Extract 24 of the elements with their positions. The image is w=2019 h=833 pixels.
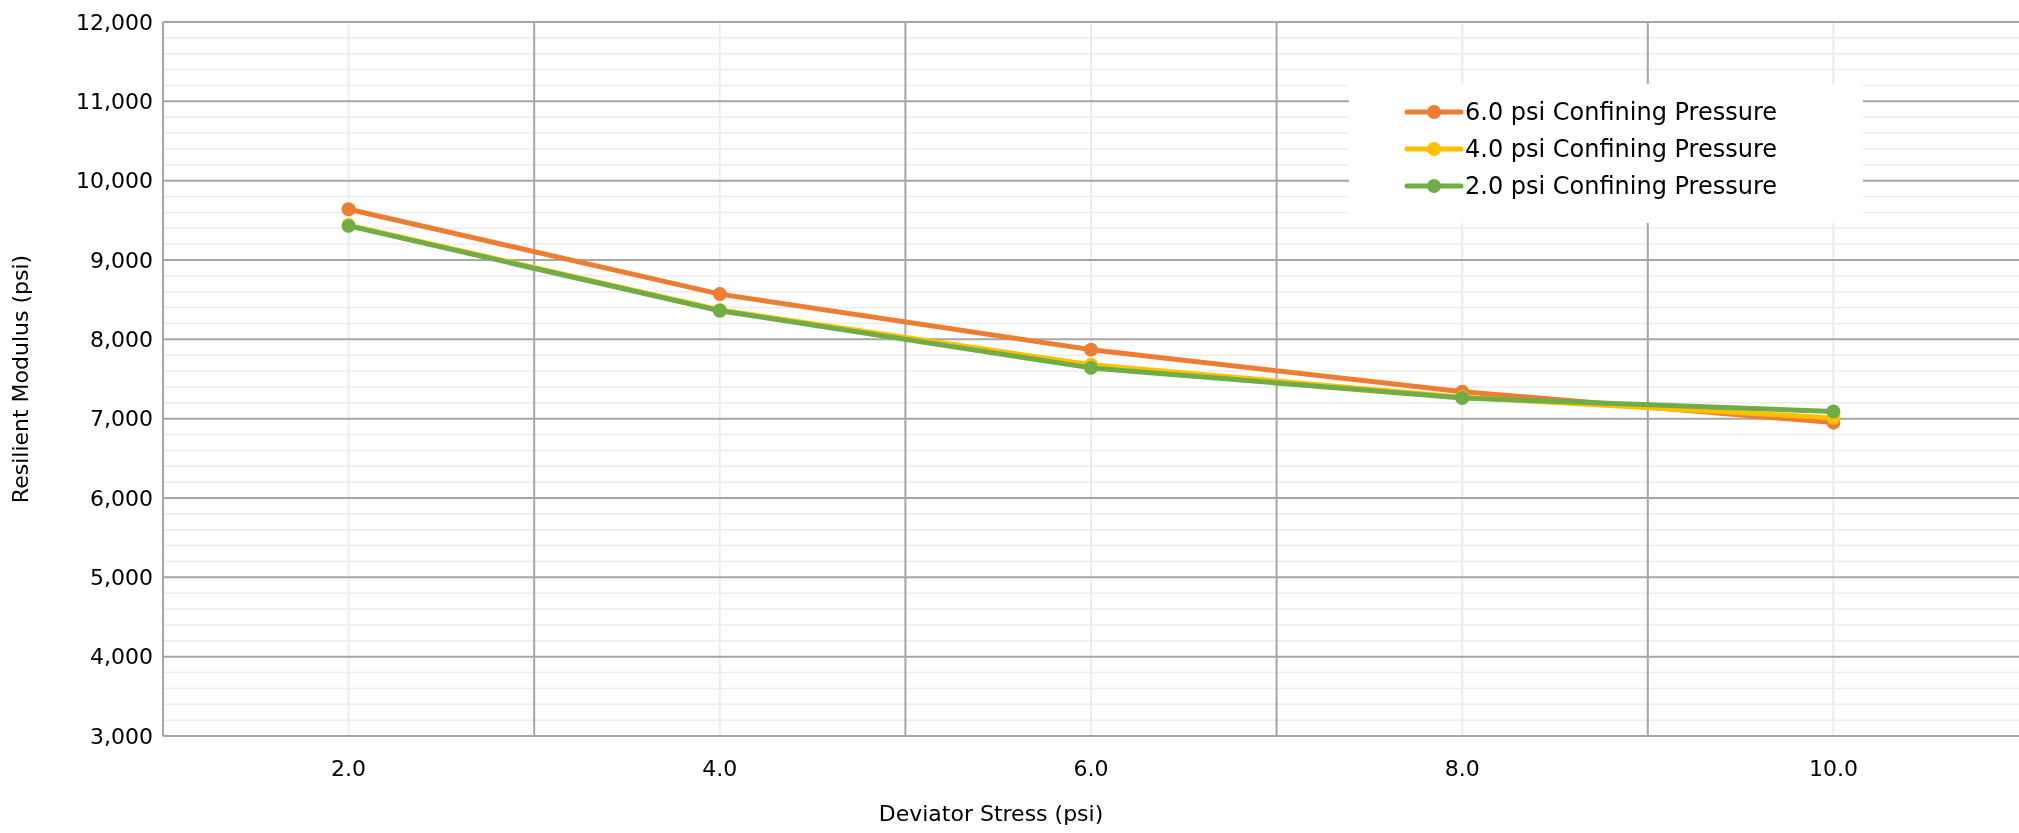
point bbox=[712, 287, 727, 302]
legend-label: 6.0 psi Confining Pressure bbox=[1465, 98, 1778, 127]
x-tick-label: 8.0 bbox=[1444, 756, 1480, 781]
y-tick-label: 10,000 bbox=[76, 168, 153, 194]
x-tick-label: 2.0 bbox=[331, 756, 367, 781]
legend-label: 2.0 psi Confining Pressure bbox=[1465, 172, 1778, 201]
y-tick-label: 7,000 bbox=[90, 406, 153, 432]
x-tick-label: 10.0 bbox=[1808, 756, 1858, 781]
y-tick-label: 12,000 bbox=[76, 9, 153, 35]
point bbox=[341, 202, 356, 217]
y-tick-label: 3,000 bbox=[90, 723, 153, 749]
y-tick-label: 11,000 bbox=[76, 89, 153, 115]
y-tick-label: 4,000 bbox=[90, 644, 153, 670]
x-tick-label: 6.0 bbox=[1073, 756, 1109, 781]
y-tick-label: 8,000 bbox=[90, 327, 153, 353]
x-tick-label: 4.0 bbox=[702, 756, 738, 781]
legend-label: 4.0 psi Confining Pressure bbox=[1465, 135, 1778, 164]
point bbox=[1084, 342, 1098, 357]
x-axis-title: Deviator Stress (psi) bbox=[878, 801, 1104, 826]
y-tick-label: 9,000 bbox=[90, 247, 153, 273]
y-axis-title: Resilient Modulus (psi) bbox=[8, 254, 33, 504]
y-tick-label: 5,000 bbox=[90, 565, 153, 591]
point bbox=[1826, 404, 1841, 419]
y-tick-label: 6,000 bbox=[90, 485, 153, 511]
